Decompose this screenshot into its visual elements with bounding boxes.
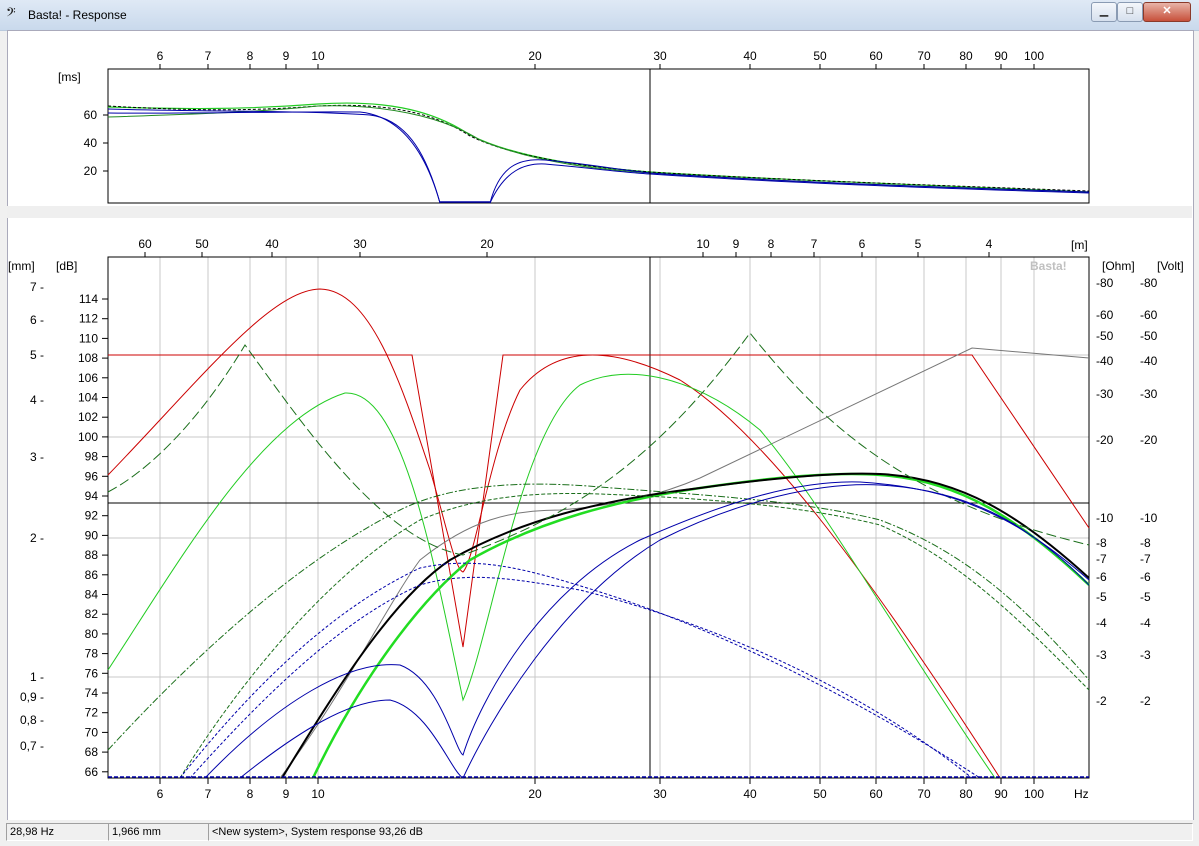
status-excursion: 1,966 mm bbox=[108, 823, 209, 841]
window-title: Basta! - Response bbox=[28, 8, 127, 22]
title-bar: 𝄢 Basta! - Response ▁ □ ✕ bbox=[0, 0, 1199, 31]
close-button[interactable]: ✕ bbox=[1143, 2, 1191, 22]
status-frequency: 28,98 Hz bbox=[6, 823, 109, 841]
plot-separator[interactable] bbox=[7, 206, 1192, 218]
maximize-button[interactable]: □ bbox=[1117, 2, 1143, 22]
client-area bbox=[7, 30, 1194, 822]
minimize-button[interactable]: ▁ bbox=[1091, 2, 1117, 22]
status-message: <New system>, System response 93,26 dB bbox=[208, 823, 1193, 841]
bass-clef-icon: 𝄢 bbox=[6, 5, 16, 23]
status-bar: 28,98 Hz 1,966 mm <New system>, System r… bbox=[0, 820, 1199, 846]
